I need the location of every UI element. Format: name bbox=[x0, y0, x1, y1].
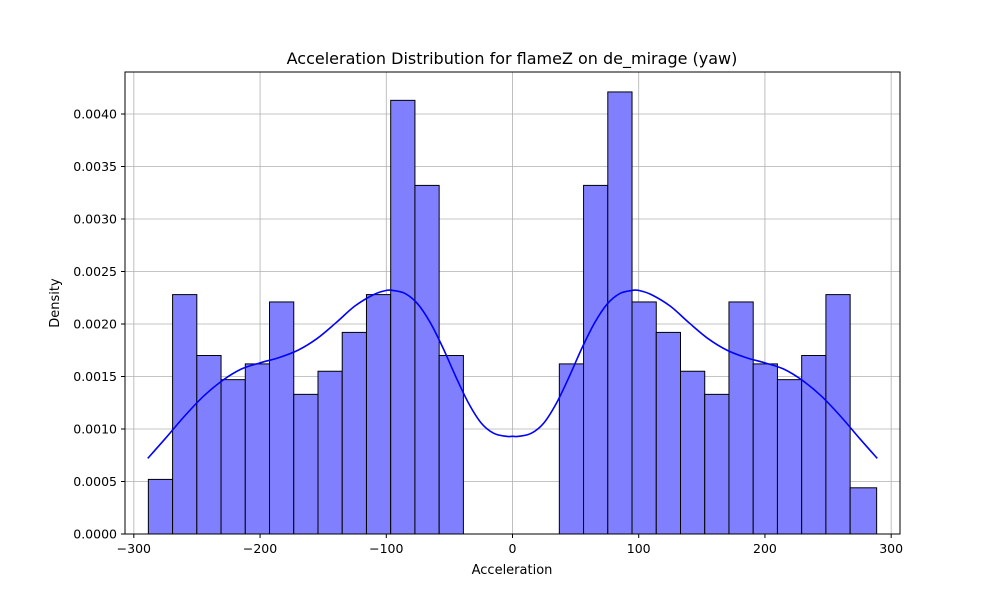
histogram-bar bbox=[172, 294, 198, 535]
histogram-bar bbox=[147, 478, 174, 535]
x-tick-label: 200 bbox=[753, 541, 777, 556]
kde-layer bbox=[147, 289, 878, 459]
histogram-bar bbox=[365, 294, 392, 535]
ticks-layer: −300 −200 −100 0 100 200 300 0.0000 0.0005 0.0010… bbox=[73, 107, 903, 557]
histogram-bar bbox=[317, 370, 343, 535]
x-tick-label: 0 bbox=[509, 541, 517, 556]
histogram-bar bbox=[607, 91, 633, 535]
histogram-bar bbox=[414, 184, 440, 535]
histogram-bar bbox=[438, 355, 464, 535]
chart-title: Acceleration Distribution for flameZ on … bbox=[287, 49, 738, 69]
histogram-bar bbox=[558, 363, 585, 535]
x-tick-label: 300 bbox=[879, 541, 903, 556]
histogram-bar bbox=[849, 487, 878, 535]
x-axis-label: Acceleration bbox=[472, 563, 553, 578]
histogram-bar bbox=[801, 355, 827, 535]
y-tick-label: 0.0005 bbox=[73, 474, 117, 489]
histogram-bar bbox=[680, 370, 706, 535]
y-tick-label: 0.0015 bbox=[73, 369, 117, 384]
histogram-bar bbox=[631, 301, 657, 535]
x-tick-label: 100 bbox=[627, 541, 651, 556]
y-tick-label: 0.0000 bbox=[73, 527, 117, 542]
x-tick-label: −200 bbox=[243, 541, 277, 556]
histogram-bar bbox=[269, 301, 295, 535]
x-tick-label: −100 bbox=[369, 541, 403, 556]
histogram-bar bbox=[196, 355, 222, 535]
bars-layer bbox=[147, 91, 878, 535]
y-tick-label: 0.0010 bbox=[73, 422, 117, 437]
histogram-bar bbox=[220, 379, 246, 535]
histogram-bar bbox=[293, 393, 319, 535]
histogram-bar bbox=[776, 379, 803, 535]
y-axis-label: Density bbox=[48, 278, 63, 328]
histogram-bar bbox=[390, 99, 416, 535]
histogram-bar bbox=[244, 363, 271, 535]
y-tick-label: 0.0040 bbox=[73, 107, 117, 122]
y-tick-label: 0.0030 bbox=[73, 212, 117, 227]
histogram-bar bbox=[583, 184, 609, 535]
histogram-bar bbox=[655, 331, 682, 535]
x-tick-label: −300 bbox=[117, 541, 151, 556]
y-tick-label: 0.0035 bbox=[73, 159, 117, 174]
histogram-bar bbox=[728, 301, 754, 535]
kde-line bbox=[147, 289, 878, 459]
histogram-bar bbox=[341, 331, 367, 535]
y-tick-label: 0.0020 bbox=[73, 317, 117, 332]
histogram-bar bbox=[704, 393, 730, 535]
y-tick-label: 0.0025 bbox=[73, 264, 117, 279]
histogram-bar bbox=[752, 363, 778, 535]
